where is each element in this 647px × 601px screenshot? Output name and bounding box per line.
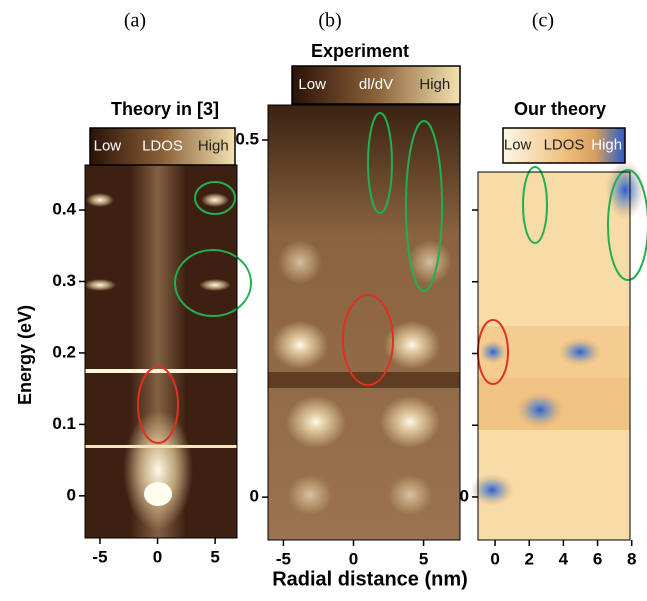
heatmap-b [380, 396, 440, 448]
heatmap-b [288, 475, 332, 515]
panel-label: (b) [318, 10, 341, 32]
annotation-ellipse [522, 166, 548, 244]
colorbar-label: Low [504, 136, 532, 153]
colorbar-label: High [198, 137, 229, 154]
heatmap-b [384, 321, 440, 369]
y-tick-label: 0 [460, 486, 469, 505]
annotation-ellipse [194, 181, 236, 215]
heatmap-c [516, 392, 564, 428]
panel-title: Our theory [514, 99, 606, 119]
panel-label: (a) [124, 10, 146, 32]
heatmap-b [278, 240, 322, 284]
annotation-ellipse [342, 294, 394, 386]
heatmap-a [144, 482, 172, 506]
colorbar [89, 127, 236, 166]
x-tick-label: -5 [276, 549, 291, 568]
heatmap-a [201, 193, 229, 207]
colorbar [291, 65, 461, 105]
x-tick-label: 6 [593, 549, 602, 568]
plot-frame [84, 164, 238, 539]
y-tick-label: 0 [67, 485, 76, 504]
y-tick-label: 0 [250, 487, 259, 506]
plot-frame [477, 171, 631, 541]
y-tick-label: 0.5 [235, 129, 259, 148]
y-tick-label: 0.2 [52, 342, 76, 361]
heatmap-a [123, 410, 193, 530]
y-tick-label: 0.3 [52, 271, 76, 290]
panel-label: (c) [532, 10, 554, 32]
x-tick-label: 0 [153, 547, 162, 566]
panel-title: Experiment [311, 41, 409, 61]
heatmap-b [272, 321, 328, 369]
y-tick-label: 0.4 [52, 200, 76, 219]
x-tick-label: 5 [419, 549, 428, 568]
annotation-ellipse [405, 120, 443, 292]
heatmap-b [286, 396, 346, 448]
colorbar-label: LDOS [142, 137, 183, 154]
annotation-ellipse [137, 366, 179, 444]
colorbar-label: Low [298, 76, 326, 93]
annotation-ellipse [174, 249, 252, 317]
heatmap-c [470, 474, 514, 506]
x-tick-label: 0 [490, 549, 499, 568]
x-tick-label: 5 [210, 547, 219, 566]
plot-frame [267, 104, 461, 541]
x-tick-label: 0 [349, 549, 358, 568]
heatmaps [84, 105, 647, 540]
y-axis-label: Energy (eV) [15, 305, 35, 405]
colorbar [502, 127, 626, 164]
heatmap-b [268, 372, 460, 388]
heatmap-b [408, 240, 452, 284]
colorbar-label: High [419, 76, 450, 93]
heatmap-a [85, 445, 237, 448]
annotation-ellipse [607, 169, 647, 281]
colorbar-label: Low [94, 137, 122, 154]
heatmap-a [86, 193, 114, 207]
heatmap-a [84, 279, 116, 291]
heatmap-c [605, 160, 645, 220]
colorbar-label: LDOS [544, 136, 585, 153]
x-tick-label: 2 [525, 549, 534, 568]
heatmap-a [199, 279, 231, 291]
y-tick-label: 0.1 [52, 414, 76, 433]
heatmap-c [558, 338, 602, 366]
heatmap-b [388, 475, 432, 515]
colorbar-label: High [591, 136, 622, 153]
x-tick-label: -5 [92, 547, 107, 566]
x-axis-label: Radial distance (nm) [272, 568, 468, 590]
heatmap-c [479, 340, 507, 364]
annotation-ellipse [367, 112, 393, 214]
heatmap-a [85, 369, 237, 373]
x-tick-label: 8 [627, 549, 636, 568]
panel-title: Theory in [3] [111, 99, 219, 119]
colorbar-label: dl/dV [359, 76, 393, 93]
x-tick-label: 4 [559, 549, 569, 568]
